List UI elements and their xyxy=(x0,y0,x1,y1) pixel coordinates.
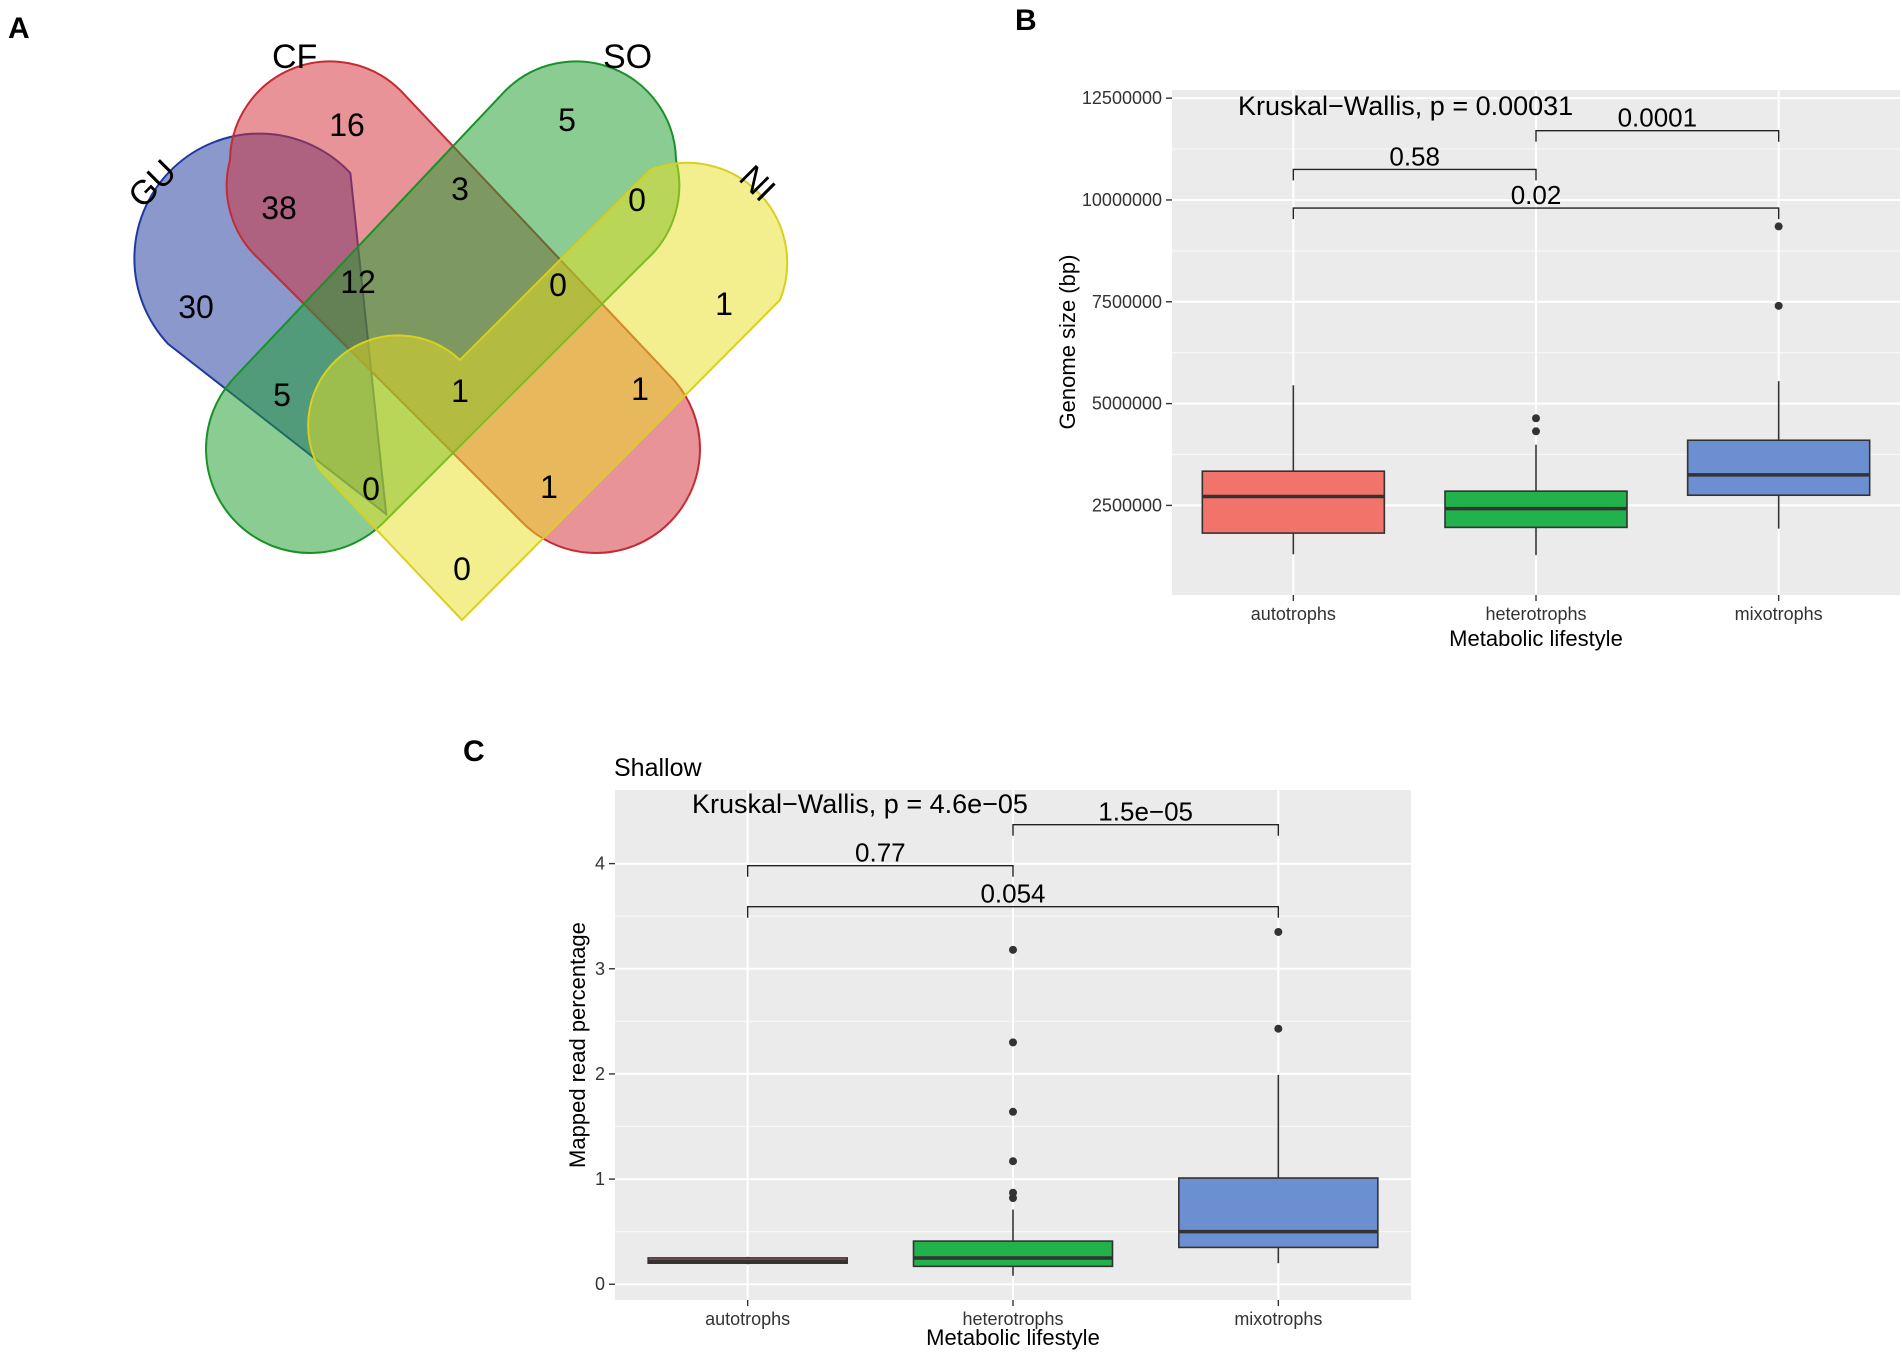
box-iqr xyxy=(1686,439,1871,497)
kruskal-wallis-annotation: Kruskal−Wallis, p = 4.6e−05 xyxy=(692,789,1028,819)
comparison-bracket: 0.02 xyxy=(1292,180,1780,220)
y-tick-label: 12500000 xyxy=(1082,88,1162,108)
bracket-line xyxy=(1292,168,1537,181)
box-iqr xyxy=(1178,1177,1379,1249)
p-value-label: 0.58 xyxy=(1389,141,1440,171)
count-gu-ni: 0 xyxy=(453,551,471,587)
outlier-point xyxy=(1009,1107,1017,1116)
y-tick-label: 2 xyxy=(595,1064,605,1084)
x-axis-title: Metabolic lifestyle xyxy=(1449,626,1623,651)
x-tick-label: mixotrophs xyxy=(1735,604,1823,624)
panel-label-a: A xyxy=(8,12,30,45)
count-so-only: 5 xyxy=(558,102,576,138)
count-cf-ni: 1 xyxy=(631,371,649,407)
box-mixotrophs xyxy=(1178,927,1379,1264)
plot-subtitle: Shallow xyxy=(614,754,702,782)
count-cf-so-ni: 0 xyxy=(549,267,567,303)
x-tick-label: autotrophs xyxy=(705,1309,790,1329)
panel-label-b: B xyxy=(1015,4,1037,37)
count-gu-so: 5 xyxy=(273,377,291,413)
x-tick-label: heterotrophs xyxy=(962,1309,1063,1329)
outlier-point xyxy=(1274,1024,1283,1033)
comparison-bracket: 0.77 xyxy=(746,838,1014,877)
p-value-label: 0.0001 xyxy=(1618,103,1698,133)
count-gu-only: 30 xyxy=(178,289,214,325)
count-gu-cf: 38 xyxy=(261,190,297,226)
count-gu-cf-so: 12 xyxy=(340,264,376,300)
outlier-point xyxy=(1009,1188,1017,1197)
box-autotrophs xyxy=(647,1256,848,1265)
count-cf-only: 16 xyxy=(329,107,365,143)
bracket-line xyxy=(1292,207,1780,220)
y-axis-title: Genome size (bp) xyxy=(1055,255,1080,430)
y-tick-label: 10000000 xyxy=(1082,190,1162,210)
outlier-point xyxy=(1532,414,1540,423)
comparison-bracket: 0.0001 xyxy=(1535,103,1780,142)
outlier-point xyxy=(1009,1157,1017,1166)
box-autotrophs xyxy=(1201,385,1386,555)
y-tick-label: 5000000 xyxy=(1092,394,1162,414)
p-value-label: 0.77 xyxy=(855,838,906,868)
count-gu-cf-ni: 1 xyxy=(540,469,558,505)
venn-panel: A GU CF SO NI 30 16 5 1 38 3 0 12 0 5 1 … xyxy=(8,12,789,622)
x-tick-label: autotrophs xyxy=(1251,604,1336,624)
y-tick-label: 4 xyxy=(595,854,605,874)
bracket-line xyxy=(1535,130,1780,142)
box-heterotrophs xyxy=(912,945,1114,1276)
p-value-label: 0.054 xyxy=(980,879,1045,909)
x-tick-label: heterotrophs xyxy=(1485,604,1586,624)
venn-label-cf: CF xyxy=(272,38,317,76)
bracket-line xyxy=(1012,824,1280,836)
count-gu-so-ni: 0 xyxy=(362,471,380,507)
y-tick-label: 0 xyxy=(595,1274,605,1294)
p-value-label: 1.5e−05 xyxy=(1098,797,1193,827)
outlier-point xyxy=(1532,427,1540,436)
outlier-point xyxy=(1774,301,1783,310)
comparison-bracket: 0.054 xyxy=(746,879,1280,918)
count-ni-only: 1 xyxy=(715,286,733,322)
outlier-point xyxy=(1009,945,1017,954)
bracket-line xyxy=(746,865,1014,877)
outlier-point xyxy=(1274,927,1283,936)
box-mixotrophs xyxy=(1686,222,1871,529)
y-tick-label: 1 xyxy=(595,1169,605,1189)
genome-size-boxplot: B 0.58 0.02 0.0001 2500000 5000000 7500000 10… xyxy=(1015,4,1900,651)
box-iqr xyxy=(912,1240,1114,1268)
y-tick-label: 7500000 xyxy=(1092,292,1162,312)
venn-set-ni xyxy=(307,161,789,622)
count-cf-so: 3 xyxy=(451,171,469,207)
kruskal-wallis-annotation: Kruskal−Wallis, p = 0.00031 xyxy=(1238,91,1573,121)
y-tick-label: 3 xyxy=(595,959,605,979)
x-tick-label: mixotrophs xyxy=(1234,1309,1322,1329)
count-so-ni: 0 xyxy=(628,182,646,218)
outlier-point xyxy=(1774,222,1783,231)
panel-label-c: C xyxy=(463,735,485,768)
comparison-bracket: 0.58 xyxy=(1292,141,1537,181)
box-heterotrophs xyxy=(1444,414,1628,556)
y-axis-title: Mapped read percentage xyxy=(565,922,590,1168)
outlier-point xyxy=(1009,1038,1017,1047)
count-all: 1 xyxy=(451,373,469,409)
x-axis-title: Metabolic lifestyle xyxy=(926,1325,1100,1350)
box-iqr xyxy=(1201,470,1386,534)
comparison-bracket: 1.5e−05 xyxy=(1012,797,1280,836)
mapped-reads-boxplot: C Shallow 0.77 0.054 1.5e−05 0 1 2 3 4 autotrop… xyxy=(463,735,1411,1350)
venn-label-so: SO xyxy=(603,38,652,76)
bracket-line xyxy=(746,906,1280,918)
y-tick-label: 2500000 xyxy=(1092,495,1162,515)
p-value-label: 0.02 xyxy=(1511,180,1562,210)
